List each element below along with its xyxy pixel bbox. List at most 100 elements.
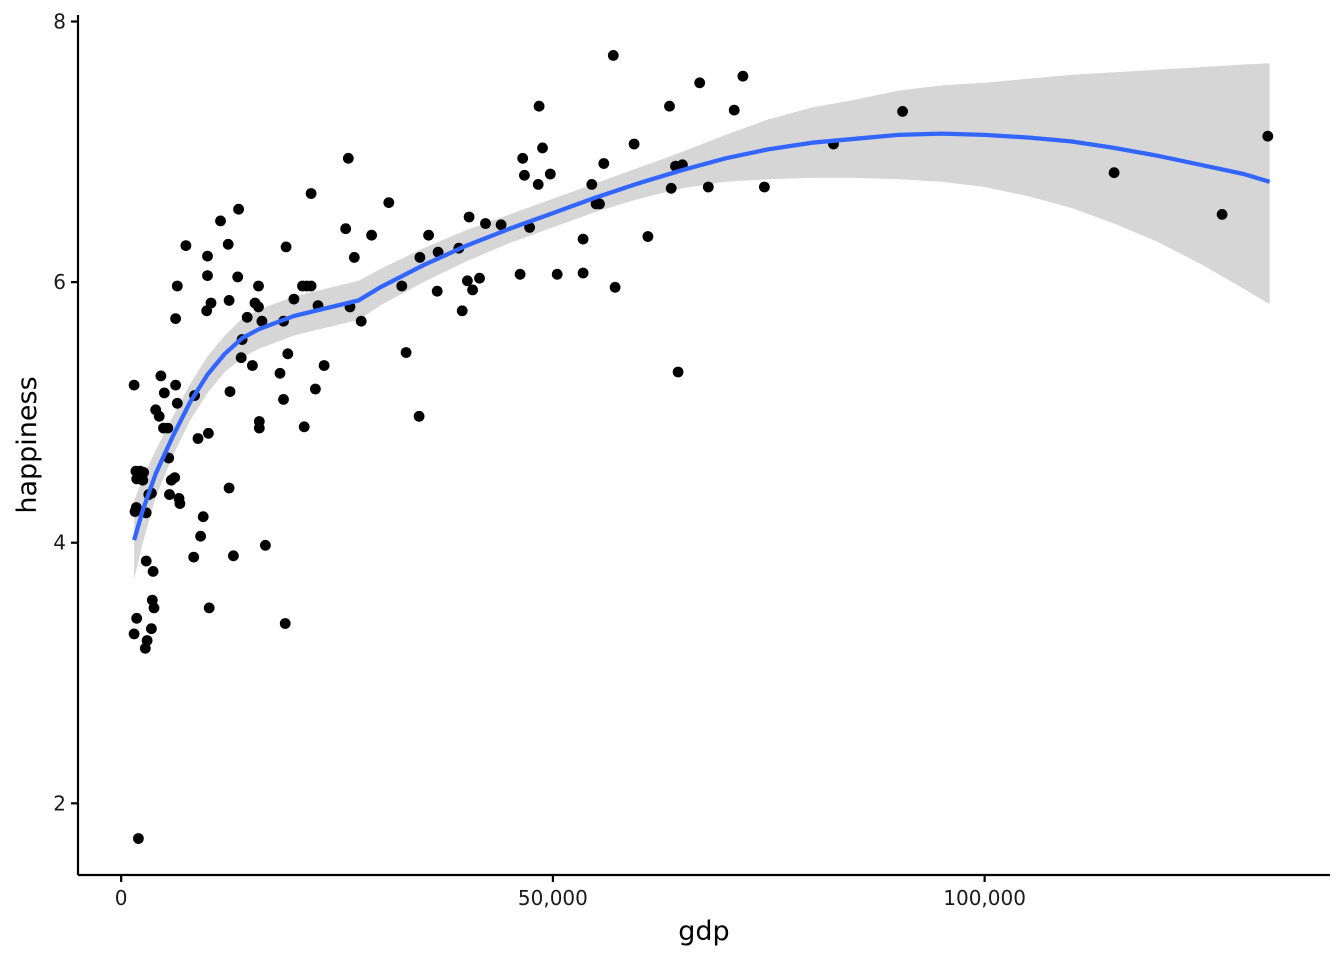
- y-tick-label: 6: [53, 270, 66, 294]
- data-point: [609, 281, 621, 293]
- data-point: [174, 498, 186, 509]
- y-axis-ticks: 2 4 6 8: [53, 10, 78, 815]
- data-point: [133, 833, 144, 844]
- data-point: [298, 421, 310, 433]
- data-point: [396, 280, 408, 292]
- data-point: [282, 348, 294, 360]
- data-point: [171, 397, 183, 409]
- data-point: [140, 555, 152, 567]
- data-point: [305, 280, 317, 292]
- data-point: [180, 240, 192, 252]
- data-point: [495, 219, 507, 231]
- data-point: [431, 285, 443, 297]
- x-tick-label: 100,000: [943, 886, 1026, 910]
- data-point: [223, 295, 235, 306]
- data-point: [423, 229, 434, 241]
- data-point: [514, 268, 526, 280]
- data-point: [628, 138, 640, 150]
- x-axis: 0 50,000 100,000: [78, 873, 1330, 910]
- data-point: [537, 142, 548, 154]
- data-point: [664, 100, 675, 112]
- data-point: [131, 612, 143, 624]
- data-point: [672, 366, 684, 378]
- x-tick-label: 50,000: [518, 886, 588, 910]
- data-point: [462, 275, 473, 287]
- data-points: [128, 50, 1274, 844]
- data-point: [456, 305, 468, 317]
- data-point: [607, 50, 619, 61]
- data-point: [223, 482, 235, 494]
- data-point: [233, 203, 245, 215]
- data-point: [577, 233, 589, 245]
- y-tick-label: 4: [53, 531, 66, 555]
- data-point: [170, 313, 182, 324]
- data-point: [467, 284, 478, 296]
- x-tick-label: 0: [115, 886, 128, 910]
- data-point: [146, 623, 157, 635]
- data-point: [203, 602, 215, 614]
- data-point: [310, 383, 321, 395]
- data-point: [203, 427, 214, 439]
- data-point: [241, 311, 253, 323]
- data-point: [153, 410, 165, 422]
- data-point: [141, 635, 153, 646]
- data-point: [366, 229, 377, 241]
- data-point: [138, 467, 150, 478]
- data-point: [228, 550, 239, 562]
- data-point: [1108, 167, 1120, 179]
- y-axis: 2 4 6 8: [53, 10, 80, 875]
- data-point: [205, 297, 217, 309]
- data-point: [215, 215, 226, 227]
- data-point: [728, 104, 740, 116]
- data-point: [474, 272, 485, 284]
- data-point: [128, 628, 140, 640]
- data-point: [128, 379, 140, 391]
- data-point: [170, 379, 182, 391]
- data-point: [148, 602, 160, 614]
- data-point: [253, 280, 264, 292]
- data-point: [517, 152, 529, 164]
- data-point: [586, 179, 598, 190]
- data-point: [253, 422, 265, 434]
- data-point: [235, 352, 247, 364]
- y-tick-label: 8: [53, 10, 66, 34]
- data-point: [348, 252, 360, 263]
- data-point: [594, 198, 605, 210]
- data-point: [171, 280, 183, 292]
- data-point: [222, 238, 234, 250]
- data-point: [355, 315, 367, 327]
- data-point: [188, 551, 200, 563]
- data-point: [192, 433, 204, 444]
- data-point: [400, 347, 412, 358]
- data-point: [432, 246, 444, 258]
- data-point: [253, 301, 264, 313]
- data-point: [129, 506, 141, 517]
- data-point: [598, 158, 610, 169]
- data-point: [1262, 130, 1274, 142]
- data-point: [232, 271, 244, 283]
- data-point: [413, 410, 425, 422]
- data-point: [158, 387, 170, 399]
- data-point: [155, 370, 167, 382]
- data-point: [463, 211, 475, 223]
- data-point: [577, 267, 589, 279]
- data-point: [279, 618, 291, 629]
- data-point: [169, 472, 181, 483]
- data-point: [147, 566, 159, 577]
- data-point: [342, 152, 354, 164]
- data-point: [533, 100, 545, 112]
- data-point: [280, 241, 292, 253]
- data-point: [544, 168, 556, 180]
- data-point: [164, 489, 175, 500]
- data-point: [642, 231, 654, 242]
- data-point: [519, 169, 530, 181]
- data-point: [897, 106, 908, 117]
- data-point: [274, 367, 286, 379]
- data-point: [195, 530, 207, 542]
- data-point: [137, 474, 149, 486]
- data-point: [383, 197, 395, 209]
- data-point: [288, 293, 300, 305]
- y-axis-title: happiness: [12, 376, 43, 513]
- smooth-line: [132, 131, 1271, 541]
